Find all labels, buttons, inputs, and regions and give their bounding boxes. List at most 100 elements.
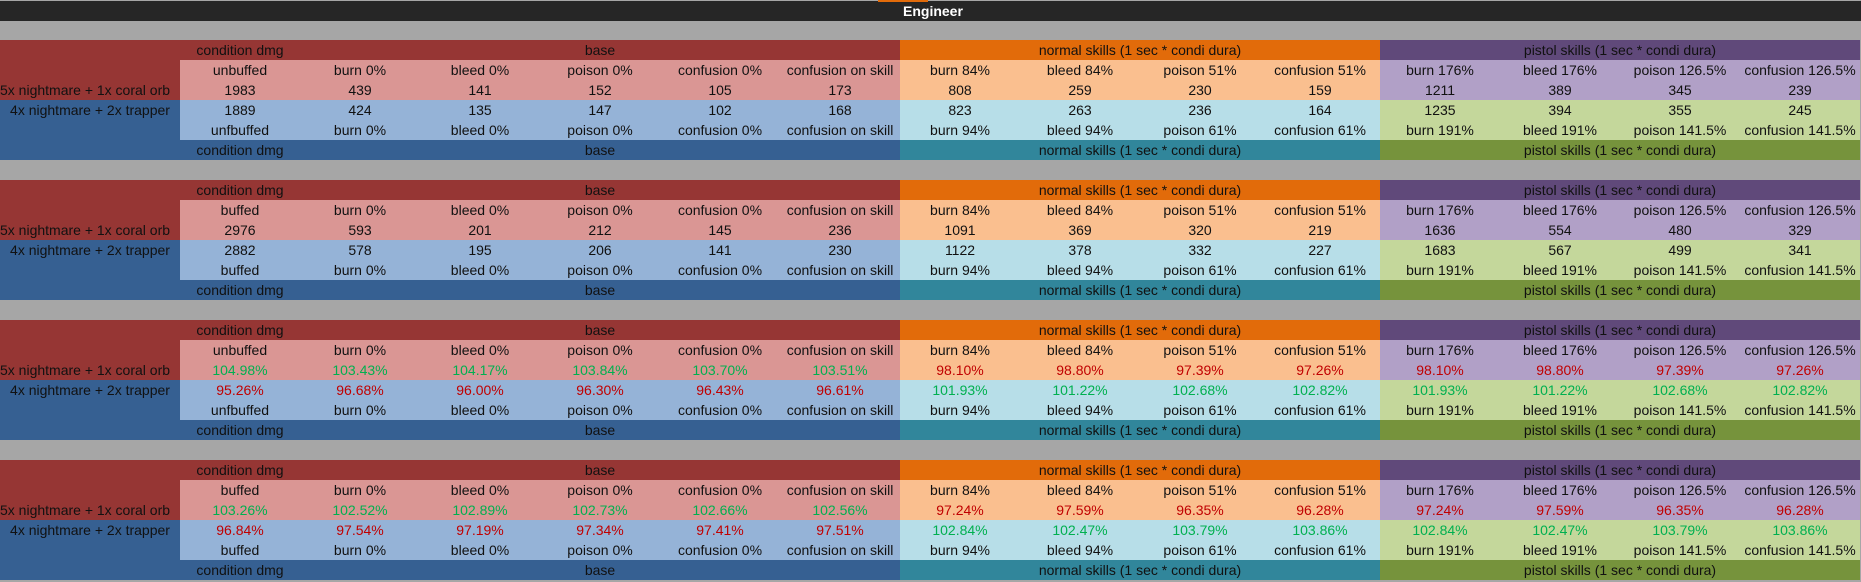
value-cell[interactable]: 102.47%	[1500, 520, 1620, 540]
row-label-coral-orb[interactable]: 5x nightmare + 1x coral orb	[0, 360, 180, 380]
column-header[interactable]: buffed	[180, 200, 300, 220]
row-label-trapper[interactable]: 4x nightmare + 2x trapper	[0, 520, 180, 540]
column-header[interactable]: buffed	[180, 260, 300, 280]
value-cell[interactable]: 97.24%	[1380, 500, 1500, 520]
column-header[interactable]: bleed 0%	[420, 340, 540, 360]
column-header[interactable]: poison 126.5%	[1620, 480, 1740, 500]
value-cell[interactable]: 97.59%	[1500, 500, 1620, 520]
column-header[interactable]: bleed 176%	[1500, 200, 1620, 220]
column-header[interactable]: poison 141.5%	[1620, 120, 1740, 140]
value-cell[interactable]: 103.70%	[660, 360, 780, 380]
value-cell[interactable]: 97.26%	[1260, 360, 1380, 380]
column-header[interactable]: burn 94%	[900, 400, 1020, 420]
column-header[interactable]: poison 0%	[540, 120, 660, 140]
column-header[interactable]: poison 141.5%	[1620, 260, 1740, 280]
group-header-base[interactable]: base	[300, 420, 900, 440]
value-cell[interactable]: 102.84%	[900, 520, 1020, 540]
column-header[interactable]: confusion 61%	[1260, 260, 1380, 280]
column-header[interactable]: unbuffed	[180, 60, 300, 80]
column-header[interactable]: bleed 0%	[420, 480, 540, 500]
value-cell[interactable]: 168	[780, 100, 900, 120]
column-header[interactable]: burn 191%	[1380, 120, 1500, 140]
value-cell[interactable]: 147	[540, 100, 660, 120]
group-header-pistol-skills[interactable]: pistol skills (1 sec * condi dura)	[1380, 180, 1860, 200]
value-cell[interactable]: 164	[1260, 100, 1380, 120]
value-cell[interactable]: 1211	[1380, 80, 1500, 100]
value-cell[interactable]: 424	[300, 100, 420, 120]
column-header[interactable]: confusion 141.5%	[1740, 120, 1860, 140]
value-cell[interactable]: 101.93%	[1380, 380, 1500, 400]
column-header[interactable]: confusion 0%	[660, 480, 780, 500]
value-cell[interactable]: 97.24%	[900, 500, 1020, 520]
row-label-trapper[interactable]: 4x nightmare + 2x trapper	[0, 100, 180, 120]
value-cell[interactable]: 159	[1260, 80, 1380, 100]
value-cell[interactable]: 230	[780, 240, 900, 260]
column-header[interactable]: confusion 0%	[660, 340, 780, 360]
row-label-trapper[interactable]: 4x nightmare + 2x trapper	[0, 240, 180, 260]
column-header[interactable]: confusion 51%	[1260, 480, 1380, 500]
value-cell[interactable]: 103.51%	[780, 360, 900, 380]
column-header[interactable]: burn 84%	[900, 340, 1020, 360]
value-cell[interactable]: 341	[1740, 240, 1860, 260]
value-cell[interactable]: 97.26%	[1740, 360, 1860, 380]
value-cell[interactable]: 2882	[180, 240, 300, 260]
row-label-coral-orb[interactable]: 5x nightmare + 1x coral orb	[0, 500, 180, 520]
value-cell[interactable]: 206	[540, 240, 660, 260]
value-cell[interactable]: 2976	[180, 220, 300, 240]
column-header[interactable]: bleed 191%	[1500, 120, 1620, 140]
value-cell[interactable]: 239	[1740, 80, 1860, 100]
column-header[interactable]: bleed 176%	[1500, 60, 1620, 80]
column-header[interactable]: confusion 0%	[660, 540, 780, 560]
value-cell[interactable]: 567	[1500, 240, 1620, 260]
column-header[interactable]: burn 94%	[900, 540, 1020, 560]
value-cell[interactable]: 102.66%	[660, 500, 780, 520]
value-cell[interactable]: 98.10%	[1380, 360, 1500, 380]
column-header[interactable]: unbuffed	[180, 340, 300, 360]
group-header-base[interactable]: base	[300, 180, 900, 200]
row-label-trapper[interactable]: 4x nightmare + 2x trapper	[0, 380, 180, 400]
group-header-base[interactable]: base	[300, 40, 900, 60]
value-cell[interactable]: 103.86%	[1740, 520, 1860, 540]
value-cell[interactable]: 96.43%	[660, 380, 780, 400]
value-cell[interactable]: 201	[420, 220, 540, 240]
value-cell[interactable]: 369	[1020, 220, 1140, 240]
value-cell[interactable]: 499	[1620, 240, 1740, 260]
value-cell[interactable]: 230	[1140, 80, 1260, 100]
column-header[interactable]: bleed 84%	[1020, 340, 1140, 360]
value-cell[interactable]: 439	[300, 80, 420, 100]
column-header[interactable]: poison 141.5%	[1620, 540, 1740, 560]
column-header[interactable]: bleed 84%	[1020, 60, 1140, 80]
column-header[interactable]: confusion on skill	[780, 120, 900, 140]
value-cell[interactable]: 1683	[1380, 240, 1500, 260]
column-header[interactable]: confusion on skill	[780, 200, 900, 220]
value-cell[interactable]: 103.43%	[300, 360, 420, 380]
value-cell[interactable]: 102.82%	[1260, 380, 1380, 400]
value-cell[interactable]: 96.84%	[180, 520, 300, 540]
value-cell[interactable]: 236	[1140, 100, 1260, 120]
value-cell[interactable]: 97.39%	[1140, 360, 1260, 380]
column-header[interactable]: confusion on skill	[780, 400, 900, 420]
column-header[interactable]: burn 191%	[1380, 260, 1500, 280]
column-header[interactable]: bleed 84%	[1020, 480, 1140, 500]
group-header-normal-skills[interactable]: normal skills (1 sec * condi dura)	[900, 180, 1380, 200]
column-header[interactable]: bleed 94%	[1020, 120, 1140, 140]
value-cell[interactable]: 104.17%	[420, 360, 540, 380]
column-header[interactable]: confusion 126.5%	[1740, 340, 1860, 360]
column-header[interactable]: burn 0%	[300, 200, 420, 220]
value-cell[interactable]: 96.35%	[1140, 500, 1260, 520]
value-cell[interactable]: 141	[660, 240, 780, 260]
column-header[interactable]: bleed 0%	[420, 540, 540, 560]
value-cell[interactable]: 103.84%	[540, 360, 660, 380]
group-header-pistol-skills[interactable]: pistol skills (1 sec * condi dura)	[1380, 140, 1860, 160]
value-cell[interactable]: 96.28%	[1260, 500, 1380, 520]
column-header[interactable]: burn 94%	[900, 260, 1020, 280]
value-cell[interactable]: 101.93%	[900, 380, 1020, 400]
value-cell[interactable]: 152	[540, 80, 660, 100]
column-header[interactable]: poison 61%	[1140, 260, 1260, 280]
row-label-cell[interactable]	[0, 60, 180, 80]
value-cell[interactable]: 355	[1620, 100, 1740, 120]
value-cell[interactable]: 102.52%	[300, 500, 420, 520]
column-header[interactable]: buffed	[180, 540, 300, 560]
column-header[interactable]: confusion on skill	[780, 540, 900, 560]
value-cell[interactable]: 102.68%	[1140, 380, 1260, 400]
